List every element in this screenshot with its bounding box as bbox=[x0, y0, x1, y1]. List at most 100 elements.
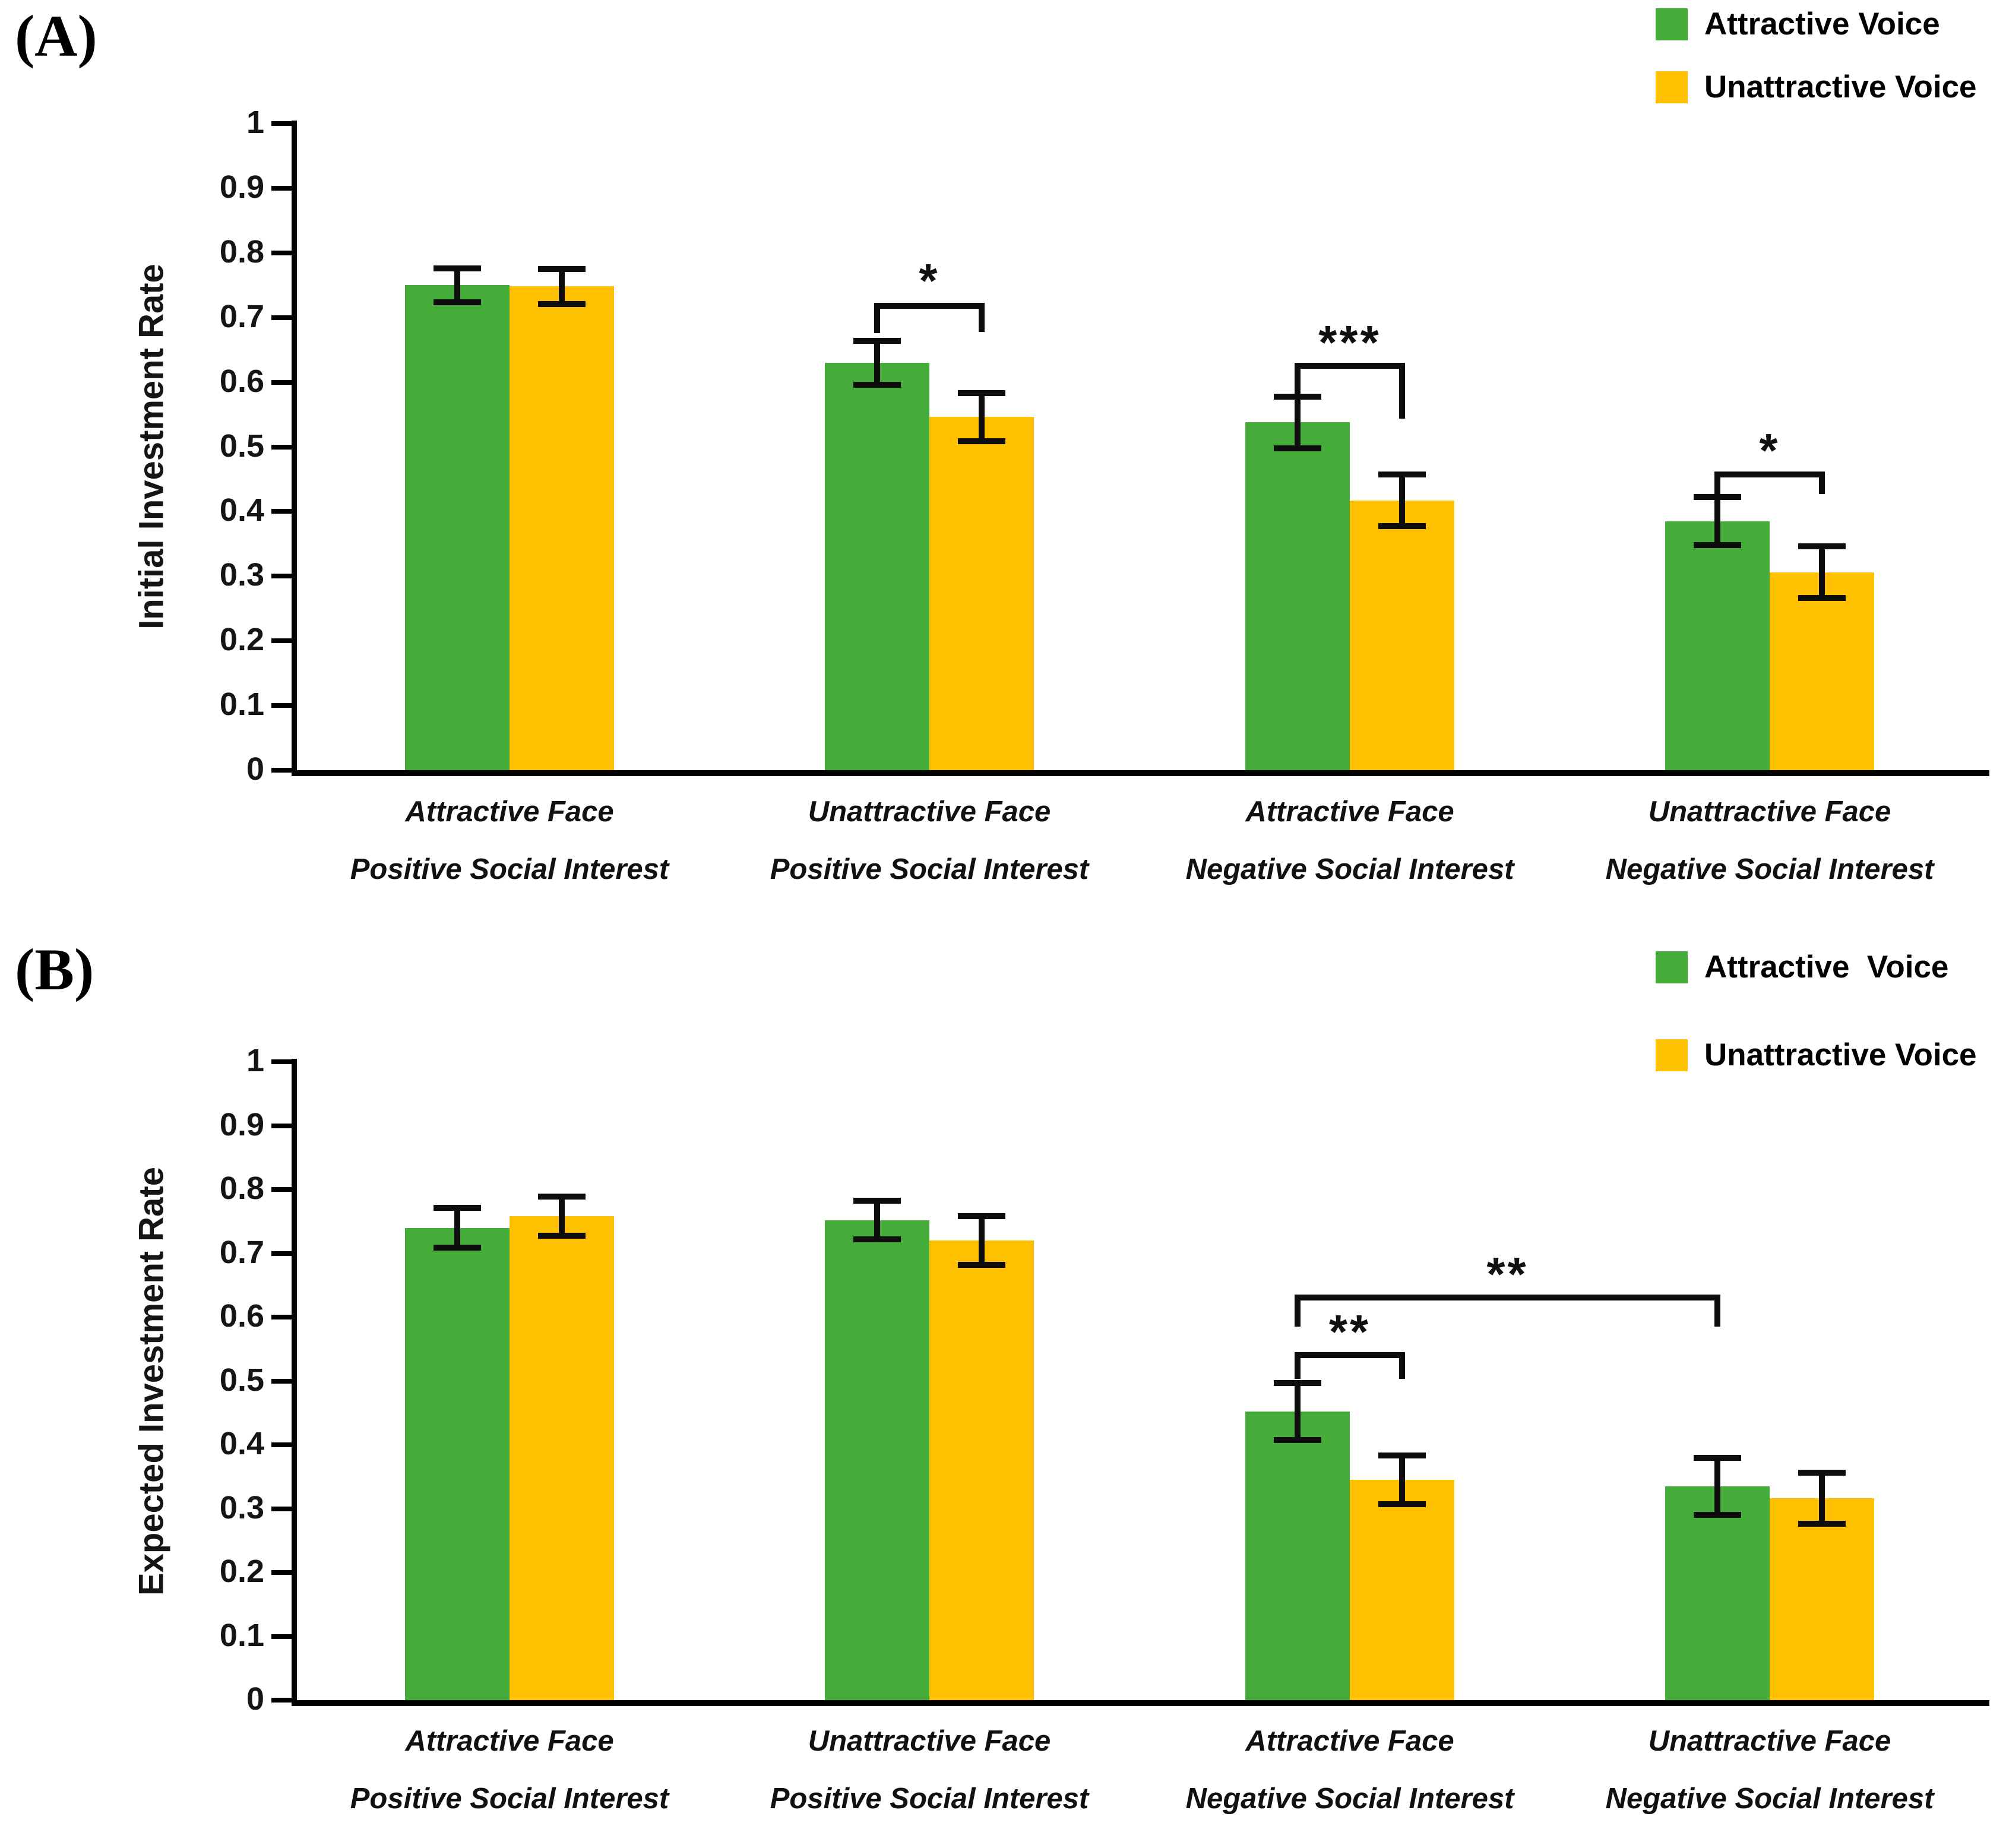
bar-unattractive-voice-group1 bbox=[510, 1216, 614, 1700]
error-bar-cap-top bbox=[853, 337, 901, 344]
error-bar-cap-bottom bbox=[1694, 1512, 1741, 1518]
legend-label: Attractive Voice bbox=[1704, 950, 1949, 985]
y-axis-tick bbox=[271, 315, 292, 320]
y-axis-tick-label: 0.1 bbox=[219, 686, 264, 723]
error-bar-cap-bottom bbox=[1798, 595, 1846, 602]
y-axis-tick-label: 0.7 bbox=[219, 298, 264, 334]
legend-swatch-unattractive-voice bbox=[1656, 71, 1688, 104]
y-axis-tick-label: 0.5 bbox=[219, 1362, 264, 1398]
error-bar-line bbox=[454, 268, 460, 302]
legend-label: Attractive Voice bbox=[1704, 7, 1940, 42]
y-axis-tick bbox=[271, 250, 292, 255]
legend-label: Unattractive Voice bbox=[1704, 69, 1977, 105]
error-bar-cap-bottom bbox=[958, 438, 1005, 444]
significance-bracket-stub-left bbox=[1295, 1352, 1301, 1379]
significance-stars: *** bbox=[1318, 316, 1381, 369]
y-axis-tick bbox=[271, 121, 292, 126]
error-bar-cap-top bbox=[1274, 1379, 1321, 1386]
bar-unattractive-voice-group4 bbox=[1770, 572, 1874, 770]
y-axis-tick-label: 0 bbox=[246, 751, 264, 787]
y-axis-tick bbox=[271, 379, 292, 385]
error-bar-line bbox=[1295, 1382, 1301, 1441]
error-bar-cap-top bbox=[538, 1193, 586, 1200]
significance-bracket-stub-right bbox=[1714, 1295, 1720, 1327]
error-bar-cap-bottom bbox=[538, 300, 586, 307]
y-axis-tick-label: 0.4 bbox=[219, 492, 264, 529]
x-category-label: Positive Social Interest bbox=[770, 1783, 1089, 1815]
legend-swatch-attractive-voice bbox=[1656, 8, 1688, 41]
y-axis-tick bbox=[271, 1570, 292, 1575]
y-axis-tick-label: 0.9 bbox=[219, 1106, 264, 1143]
bar-unattractive-voice-group3 bbox=[1350, 500, 1454, 770]
error-bar-cap-top bbox=[1694, 1454, 1741, 1461]
significance-bracket-stub-left bbox=[1295, 362, 1301, 394]
x-category-label: Attractive Face bbox=[1245, 796, 1454, 828]
y-axis-tick-label: 0 bbox=[246, 1681, 264, 1717]
y-axis-line bbox=[292, 121, 297, 773]
y-axis-tick-label: 0.7 bbox=[219, 1234, 264, 1270]
significance-bracket-stub-left bbox=[1295, 1295, 1301, 1327]
error-bar-line bbox=[1399, 474, 1405, 527]
significance-bracket-stub-left bbox=[874, 302, 880, 333]
bar-attractive-voice-group2 bbox=[825, 362, 929, 770]
y-axis-tick bbox=[271, 444, 292, 450]
x-category-label: Negative Social Interest bbox=[1185, 853, 1514, 885]
error-bar-cap-bottom bbox=[853, 1236, 901, 1242]
error-bar-line bbox=[1819, 546, 1825, 599]
bar-attractive-voice-group3 bbox=[1245, 422, 1350, 770]
bar-attractive-voice-group4 bbox=[1665, 521, 1770, 770]
error-bar-cap-top bbox=[1378, 472, 1426, 478]
significance-bracket-stub-left bbox=[1714, 471, 1720, 494]
legend-item-attractive-voice: Attractive Voice bbox=[1656, 7, 1940, 42]
significance-bracket-stub-right bbox=[979, 302, 985, 332]
legend-item-unattractive-voice: Unattractive Voice bbox=[1656, 1037, 1977, 1072]
y-axis-tick-label: 1 bbox=[246, 1043, 264, 1078]
bar-unattractive-voice-group4 bbox=[1770, 1498, 1874, 1700]
significance-stars: ** bbox=[1328, 1305, 1371, 1358]
error-bar-line bbox=[559, 1196, 565, 1236]
error-bar-line bbox=[979, 393, 985, 441]
y-axis-tick-label: 0.9 bbox=[219, 169, 264, 205]
y-axis-tick bbox=[271, 1634, 292, 1639]
x-category-label: Attractive Face bbox=[405, 796, 614, 828]
error-bar-cap-bottom bbox=[1378, 523, 1426, 530]
y-axis-tick-label: 0.5 bbox=[219, 428, 264, 464]
y-axis-tick bbox=[271, 1506, 292, 1511]
significance-bracket-bar bbox=[1714, 471, 1825, 477]
error-bar-cap-top bbox=[1694, 494, 1741, 501]
y-axis-tick-label: 0.4 bbox=[219, 1426, 264, 1461]
legend-label: Unattractive Voice bbox=[1704, 1037, 1977, 1072]
error-bar-cap-bottom bbox=[434, 299, 481, 305]
error-bar-line bbox=[1295, 396, 1301, 448]
y-axis-tick-label: 0.8 bbox=[219, 1170, 264, 1206]
y-axis-tick bbox=[271, 1698, 292, 1703]
y-axis-tick bbox=[271, 1123, 292, 1128]
error-bar-cap-bottom bbox=[1274, 445, 1321, 451]
error-bar-cap-bottom bbox=[1694, 542, 1741, 549]
x-axis-line bbox=[292, 770, 1989, 776]
y-axis-tick-label: 0.3 bbox=[219, 557, 264, 593]
x-category-label: Attractive Face bbox=[405, 1725, 614, 1757]
bar-unattractive-voice-group1 bbox=[510, 286, 614, 770]
legend-swatch-unattractive-voice bbox=[1656, 1039, 1688, 1072]
panel-a-label: (A) bbox=[15, 3, 97, 69]
x-category-label: Unattractive Face bbox=[1648, 796, 1891, 828]
y-axis-tick bbox=[271, 1251, 292, 1256]
bar-attractive-voice-group4 bbox=[1665, 1486, 1770, 1700]
error-bar-cap-top bbox=[434, 265, 481, 271]
legend-swatch-attractive-voice bbox=[1656, 951, 1688, 984]
error-bar-line bbox=[454, 1208, 460, 1248]
x-category-label: Unattractive Face bbox=[1648, 1725, 1891, 1757]
error-bar-line bbox=[1819, 1473, 1825, 1524]
bar-attractive-voice-group1 bbox=[405, 285, 510, 770]
legend-item-attractive-voice: Attractive Voice bbox=[1656, 950, 1948, 985]
bar-attractive-voice-group3 bbox=[1245, 1412, 1350, 1700]
y-axis-tick bbox=[271, 509, 292, 514]
error-bar-cap-top bbox=[538, 266, 586, 273]
x-category-label: Attractive Face bbox=[1245, 1725, 1454, 1757]
error-bar-line bbox=[874, 1201, 880, 1239]
error-bar-cap-bottom bbox=[958, 1261, 1005, 1268]
